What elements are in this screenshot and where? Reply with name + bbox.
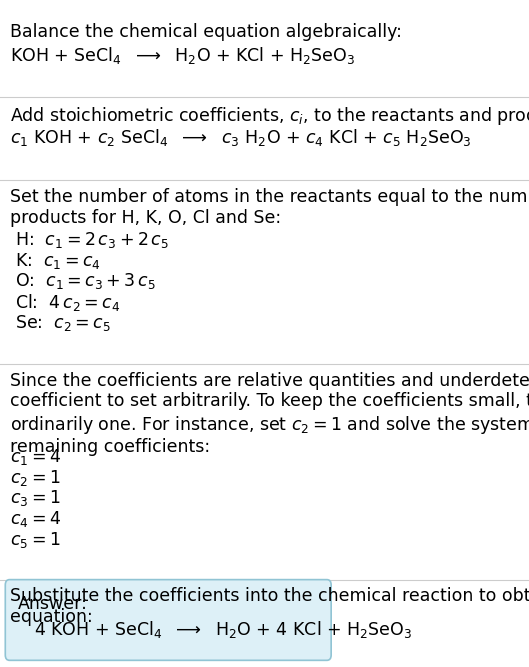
Text: $c_1$ KOH + $c_2$ SeCl$_4$  $\longrightarrow$  $c_3$ H$_2$O + $c_4$ KCl + $c_5$ : $c_1$ KOH + $c_2$ SeCl$_4$ $\longrightar… — [10, 127, 471, 147]
Text: Set the number of atoms in the reactants equal to the number of atoms in the
pro: Set the number of atoms in the reactants… — [10, 188, 529, 227]
Text: K:  $c_1 = c_4$: K: $c_1 = c_4$ — [15, 251, 101, 271]
Text: H:  $c_1 = 2\,c_3 + 2\,c_5$: H: $c_1 = 2\,c_3 + 2\,c_5$ — [15, 230, 169, 250]
Text: $c_4 = 4$: $c_4 = 4$ — [10, 509, 61, 529]
Text: Substitute the coefficients into the chemical reaction to obtain the balanced
eq: Substitute the coefficients into the che… — [10, 587, 529, 626]
FancyBboxPatch shape — [5, 580, 331, 660]
Text: $c_5 = 1$: $c_5 = 1$ — [10, 530, 60, 550]
Text: Answer:: Answer: — [17, 595, 87, 613]
Text: $c_2 = 1$: $c_2 = 1$ — [10, 468, 60, 488]
Text: Add stoichiometric coefficients, $c_i$, to the reactants and products:: Add stoichiometric coefficients, $c_i$, … — [10, 105, 529, 127]
Text: KOH + SeCl$_4$  $\longrightarrow$  H$_2$O + KCl + H$_2$SeO$_3$: KOH + SeCl$_4$ $\longrightarrow$ H$_2$O … — [10, 45, 354, 66]
Text: Since the coefficients are relative quantities and underdetermined, choose a
coe: Since the coefficients are relative quan… — [10, 372, 529, 456]
Text: $c_1 = 4$: $c_1 = 4$ — [10, 447, 61, 467]
Text: O:  $c_1 = c_3 + 3\,c_5$: O: $c_1 = c_3 + 3\,c_5$ — [15, 271, 156, 291]
Text: Balance the chemical equation algebraically:: Balance the chemical equation algebraica… — [10, 23, 402, 41]
Text: $c_3 = 1$: $c_3 = 1$ — [10, 488, 60, 508]
Text: Cl:  $4\,c_2 = c_4$: Cl: $4\,c_2 = c_4$ — [15, 292, 120, 313]
Text: 4 KOH + SeCl$_4$  $\longrightarrow$  H$_2$O + 4 KCl + H$_2$SeO$_3$: 4 KOH + SeCl$_4$ $\longrightarrow$ H$_2$… — [34, 619, 413, 640]
Text: Se:  $c_2 = c_5$: Se: $c_2 = c_5$ — [15, 313, 111, 333]
